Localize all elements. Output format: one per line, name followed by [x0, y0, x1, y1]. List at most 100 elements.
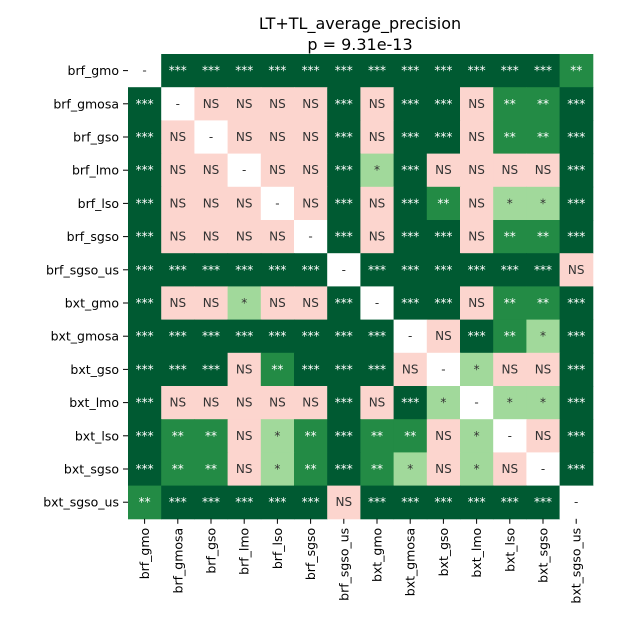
cell-label: *** — [401, 163, 419, 177]
cell-label: NS — [269, 97, 286, 111]
heatmap-cell — [294, 286, 328, 321]
cell-label: *** — [534, 495, 552, 509]
cell-label: *** — [335, 97, 353, 111]
cell-label: *** — [567, 362, 585, 376]
heatmap-cell — [327, 153, 361, 188]
heatmap-cell — [393, 485, 428, 520]
cell-label: *** — [202, 329, 220, 343]
heatmap-cell — [393, 54, 428, 88]
cell-label: - — [308, 230, 312, 244]
cell-label: NS — [236, 196, 253, 210]
heatmap-cell — [227, 120, 262, 155]
row-tick-label: bxt_gso — [70, 362, 119, 377]
heatmap-cell — [260, 153, 295, 188]
heatmap-cell — [327, 120, 361, 155]
cell-label: *** — [335, 329, 353, 343]
cell-label: NS — [468, 97, 485, 111]
col-tick-label: brf_lso — [270, 528, 285, 569]
heatmap-cell — [294, 87, 328, 121]
cell-label: NS — [369, 130, 386, 144]
cell-label: NS — [302, 196, 319, 210]
cell-label: NS — [236, 97, 253, 111]
cell-label: *** — [368, 329, 386, 343]
heatmap-cell — [426, 386, 461, 420]
heatmap-cell — [526, 87, 561, 121]
cell-label: *** — [567, 396, 585, 410]
cell-label: * — [507, 196, 513, 210]
cell-label: - — [474, 396, 478, 410]
heatmap-cell — [559, 419, 594, 453]
row-tick-labels: brf_gmo brf_gmosa brf_gso brf_lmo brf_lsobrf… — [43, 63, 128, 510]
cell-label: *** — [169, 263, 187, 277]
heatmap-cell — [161, 153, 195, 188]
cell-label: *** — [335, 396, 353, 410]
heatmap-cell — [260, 286, 295, 321]
heatmap-cell — [360, 186, 395, 221]
heatmap-cell — [393, 253, 428, 287]
cell-label: NS — [236, 429, 253, 443]
cell-label: NS — [203, 97, 220, 111]
heatmap-cell — [426, 485, 461, 520]
heatmap-cell — [460, 319, 494, 354]
col-tick-label: bxt_sgso_us — [569, 528, 584, 604]
heatmap-cell — [194, 452, 229, 487]
heatmap-cell — [393, 120, 428, 155]
heatmap-cell — [460, 186, 494, 221]
heatmap-cell — [294, 452, 328, 487]
cell-label: *** — [136, 362, 154, 376]
cell-label: *** — [136, 429, 154, 443]
heatmap-cell — [526, 452, 561, 487]
heatmap-cell — [393, 153, 428, 188]
heatmap-cell — [161, 452, 195, 487]
col-tick-label: brf_gmosa — [170, 528, 185, 594]
heatmap-cell — [426, 220, 461, 254]
row-tick-label: bxt_gmo — [65, 296, 119, 311]
heatmap-cell — [526, 485, 561, 520]
heatmap-cell — [128, 153, 162, 188]
heatmap-cell — [227, 54, 262, 88]
heatmap-cell — [128, 120, 162, 155]
cell-label: NS — [170, 163, 187, 177]
cell-label: NS — [435, 163, 452, 177]
cell-label: NS — [369, 230, 386, 244]
heatmap-cell — [260, 485, 295, 520]
heatmap-cell — [161, 286, 195, 321]
heatmap-cell — [493, 319, 527, 354]
cell-label: *** — [335, 130, 353, 144]
cell-label: * — [374, 163, 380, 177]
row-tick-label: brf_gmo — [68, 63, 119, 78]
cell-label: ** — [504, 130, 516, 144]
cell-label: * — [474, 462, 480, 476]
cell-label: ** — [537, 230, 549, 244]
heatmap-cell — [294, 120, 328, 155]
heatmap-cell — [360, 452, 395, 487]
cell-label: NS — [302, 296, 319, 310]
heatmap-cell — [194, 352, 229, 387]
cell-label: NS — [535, 362, 552, 376]
cell-label: *** — [434, 495, 452, 509]
cell-label: NS — [170, 396, 187, 410]
heatmap-cell — [360, 319, 395, 354]
cell-label: NS — [170, 196, 187, 210]
heatmap-cell — [559, 253, 594, 287]
cell-label: *** — [567, 462, 585, 476]
cell-label: *** — [169, 362, 187, 376]
cell-label: ** — [172, 462, 184, 476]
cell-label: NS — [236, 130, 253, 144]
heatmap-cell — [128, 386, 162, 420]
heatmap-cell — [327, 220, 361, 254]
cell-label: *** — [434, 130, 452, 144]
heatmap-cell — [426, 153, 461, 188]
cell-label: *** — [567, 163, 585, 177]
heatmap-cell — [128, 419, 162, 453]
heatmap-cell — [493, 54, 527, 88]
col-tick-label: bxt_lmo — [469, 528, 484, 578]
cell-label: *** — [302, 329, 320, 343]
heatmap-cell — [360, 54, 395, 88]
heatmap-cell — [526, 286, 561, 321]
cell-label: *** — [235, 495, 253, 509]
cell-label: *** — [302, 263, 320, 277]
cell-label: *** — [202, 362, 220, 376]
heatmap-cell — [128, 54, 162, 88]
cell-label: *** — [468, 329, 486, 343]
